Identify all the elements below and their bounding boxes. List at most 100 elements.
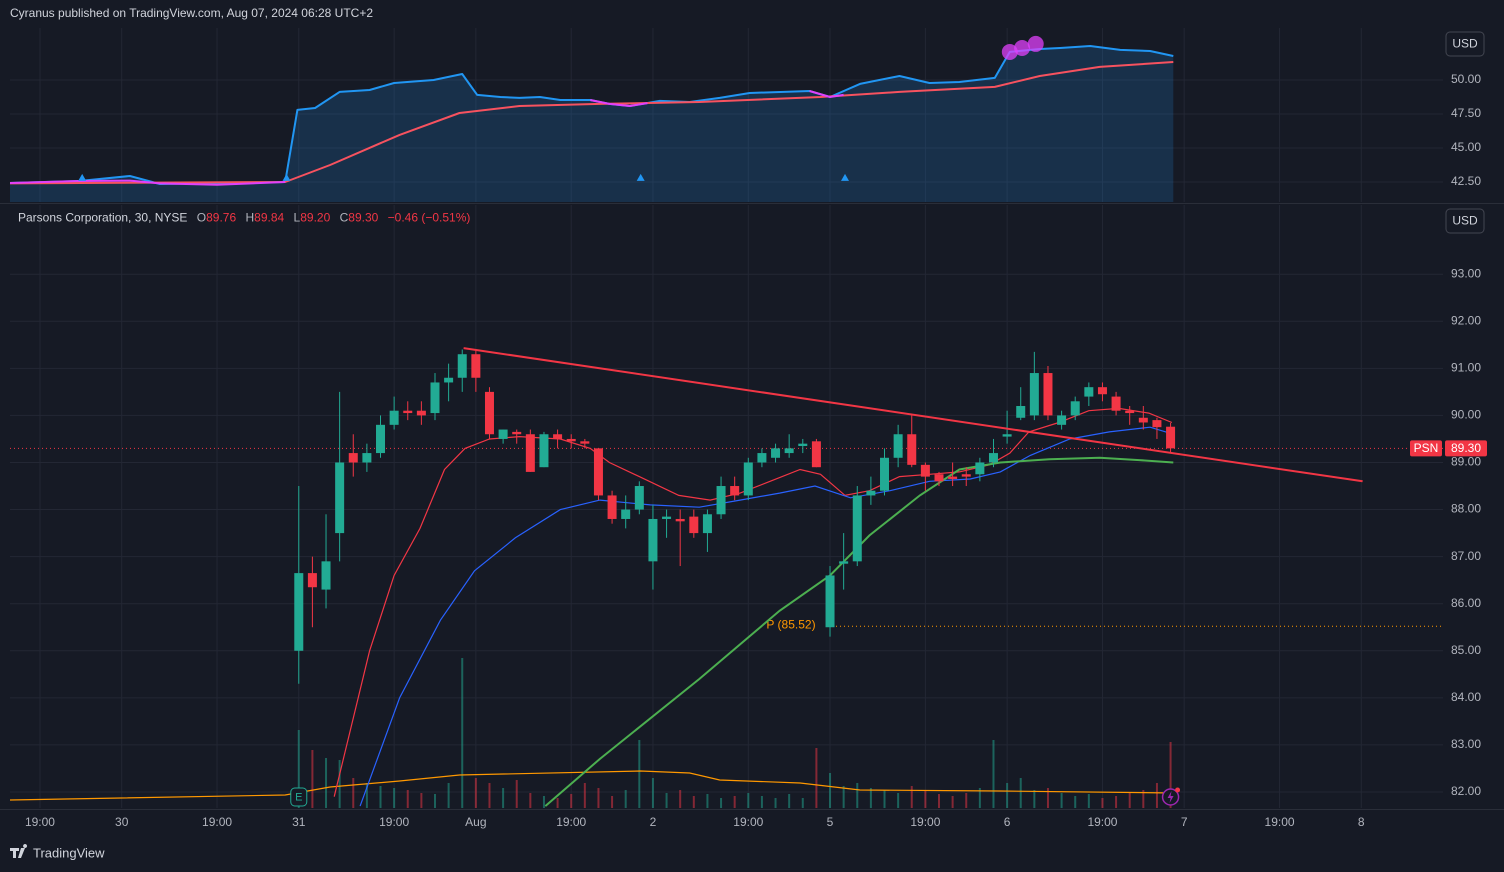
volume-bar xyxy=(1169,742,1172,808)
candle-body xyxy=(961,474,971,477)
y-tick-label: 82.00 xyxy=(1451,784,1481,798)
publish-header: Cyranus published on TradingView.com, Au… xyxy=(10,6,373,20)
candle-body xyxy=(880,457,890,491)
currency-button[interactable] xyxy=(1445,208,1485,234)
volume-bar xyxy=(420,793,423,808)
x-tick-label: 7 xyxy=(1181,815,1188,829)
candle-body xyxy=(566,438,576,442)
candle-body xyxy=(294,573,304,651)
candle-body xyxy=(1057,415,1067,425)
volume-bar xyxy=(1046,788,1049,808)
x-tick-label: Aug xyxy=(465,815,486,829)
candle-body xyxy=(403,410,413,414)
volume-bar xyxy=(1155,783,1158,808)
candle-body xyxy=(525,434,535,472)
candle-body xyxy=(484,391,494,435)
indicator-area xyxy=(10,46,1174,202)
legend-value: 89.20 xyxy=(300,211,330,225)
volume-bar xyxy=(597,788,600,808)
trendline xyxy=(463,347,1363,483)
candle-body xyxy=(866,490,876,496)
volume-bar xyxy=(1101,798,1104,808)
candle-body xyxy=(593,448,603,496)
candle-body xyxy=(321,561,331,590)
level-label: P (85.52) xyxy=(766,617,815,631)
legend-key: O xyxy=(197,211,206,225)
candle-body xyxy=(757,453,767,463)
volume-bar xyxy=(747,793,750,808)
earnings-label: E xyxy=(295,791,302,803)
candle-body xyxy=(335,462,345,534)
volume-ma xyxy=(10,770,1174,801)
volume-bar xyxy=(1033,790,1036,808)
candle-body xyxy=(662,516,672,519)
candle-body xyxy=(512,431,522,435)
candle-body xyxy=(730,486,740,496)
y-tick-label: 50.00 xyxy=(1451,72,1481,86)
volume-bar xyxy=(679,790,682,808)
volume-bar xyxy=(1115,796,1118,808)
volume-bar xyxy=(515,780,518,808)
candle-body xyxy=(1125,410,1135,414)
indicator-pane xyxy=(10,28,1443,202)
volume-bar xyxy=(474,778,477,808)
candle-body xyxy=(798,443,808,447)
volume-bar xyxy=(638,740,641,808)
candle-body xyxy=(1084,387,1094,397)
signal-marker xyxy=(282,173,291,181)
candle-body xyxy=(907,434,917,465)
volume-bar xyxy=(815,748,818,808)
volume-bar xyxy=(393,788,396,808)
candle-body xyxy=(580,441,590,444)
volume-bar xyxy=(897,793,900,808)
signal-marker xyxy=(841,173,850,181)
candle-body xyxy=(839,561,849,564)
candle-body xyxy=(1070,401,1080,416)
volume-bar xyxy=(352,778,355,808)
legend-key: L xyxy=(294,211,301,225)
volume-bar xyxy=(542,796,545,808)
volume-bar xyxy=(1074,796,1077,808)
volume-bar xyxy=(706,794,709,808)
volume-bar xyxy=(1142,790,1145,808)
candle-body xyxy=(457,354,467,378)
candle-body xyxy=(376,424,386,454)
x-tick-label: 19:00 xyxy=(910,815,940,829)
candle-body xyxy=(1029,373,1039,416)
candle-body xyxy=(975,462,985,475)
volume-bar xyxy=(461,658,464,808)
legend-value: 89.84 xyxy=(254,211,284,225)
candle-body xyxy=(553,434,563,439)
candle-body xyxy=(771,448,781,458)
candle-body xyxy=(1138,417,1148,423)
candle-body xyxy=(675,518,685,522)
candle-body xyxy=(1016,406,1026,418)
price-pane: P (85.52) xyxy=(10,205,1443,808)
cross-marker xyxy=(1014,39,1031,56)
candle-body xyxy=(416,410,426,416)
currency-button[interactable] xyxy=(1445,31,1485,57)
candle-body xyxy=(621,509,631,519)
moving-average xyxy=(359,426,1174,807)
volume-bar xyxy=(829,773,832,808)
candle-body xyxy=(307,573,317,588)
x-tick-label: 30 xyxy=(115,815,129,829)
volume-bar xyxy=(842,786,845,808)
candle-body xyxy=(1097,387,1107,395)
candle-body xyxy=(784,448,794,454)
volume-bar xyxy=(1019,778,1022,808)
y-tick-label: 93.00 xyxy=(1451,266,1481,280)
candle-body xyxy=(634,486,644,510)
volume-bar xyxy=(1087,794,1090,808)
volume-bar xyxy=(325,758,328,808)
volume-bar xyxy=(692,796,695,808)
candle-body xyxy=(825,575,835,628)
candle-body xyxy=(934,474,944,482)
event-bolt xyxy=(1167,791,1174,803)
candle-body xyxy=(1043,373,1053,416)
volume-bar xyxy=(733,796,736,808)
volume-bar xyxy=(1128,793,1131,808)
y-tick-label: 86.00 xyxy=(1451,596,1481,610)
candle-body xyxy=(539,434,549,468)
